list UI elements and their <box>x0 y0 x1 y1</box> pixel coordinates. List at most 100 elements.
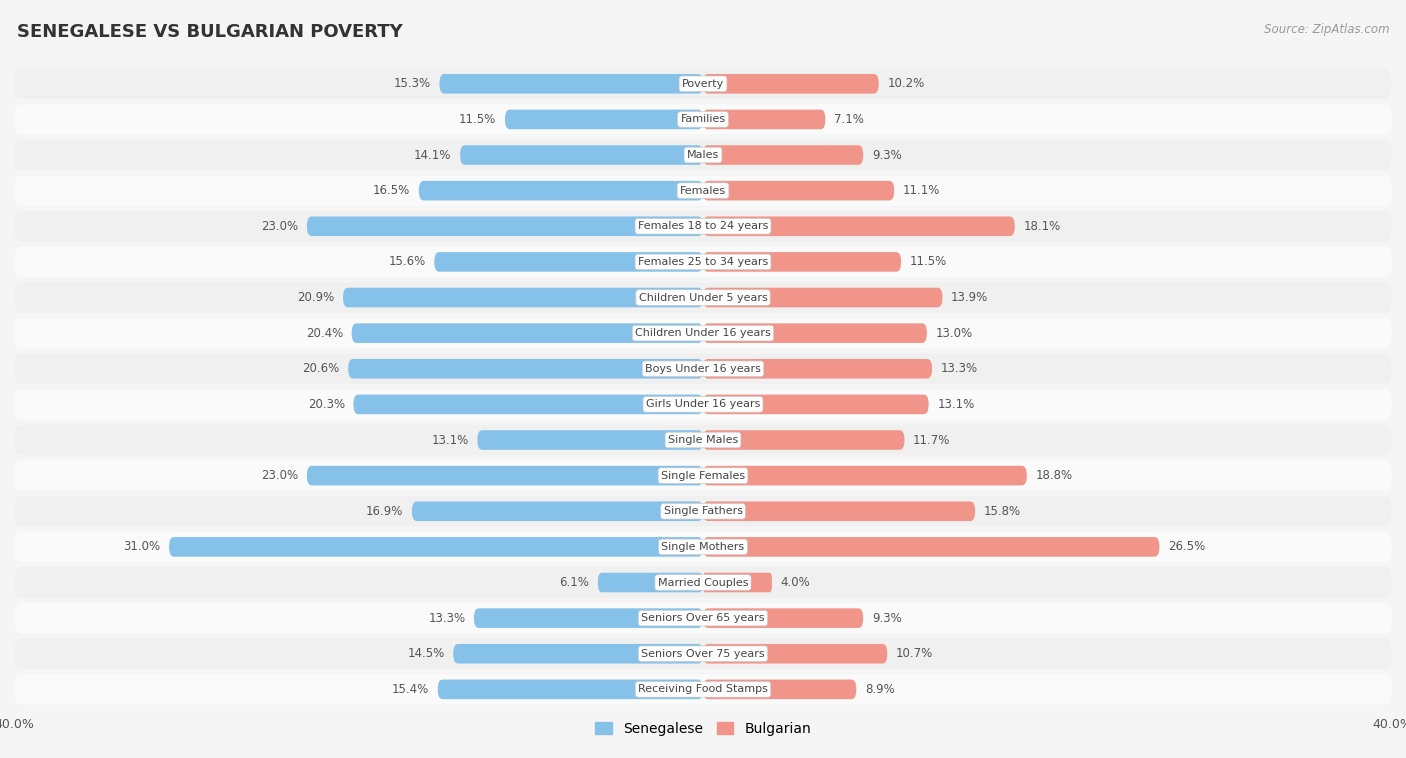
Text: 13.3%: 13.3% <box>429 612 465 625</box>
Text: Girls Under 16 years: Girls Under 16 years <box>645 399 761 409</box>
Text: Seniors Over 75 years: Seniors Over 75 years <box>641 649 765 659</box>
FancyBboxPatch shape <box>703 181 894 200</box>
Text: 10.2%: 10.2% <box>887 77 925 90</box>
Text: 8.9%: 8.9% <box>865 683 894 696</box>
FancyBboxPatch shape <box>14 354 1392 384</box>
FancyBboxPatch shape <box>14 247 1392 277</box>
FancyBboxPatch shape <box>703 74 879 93</box>
Text: Children Under 16 years: Children Under 16 years <box>636 328 770 338</box>
FancyBboxPatch shape <box>703 431 904 449</box>
Text: 23.0%: 23.0% <box>262 220 298 233</box>
FancyBboxPatch shape <box>703 573 772 592</box>
Text: 9.3%: 9.3% <box>872 149 901 161</box>
Text: Males: Males <box>688 150 718 160</box>
Text: 13.1%: 13.1% <box>938 398 974 411</box>
Text: Children Under 5 years: Children Under 5 years <box>638 293 768 302</box>
FancyBboxPatch shape <box>703 252 901 271</box>
Text: Single Mothers: Single Mothers <box>661 542 745 552</box>
Text: 13.3%: 13.3% <box>941 362 977 375</box>
Text: 10.7%: 10.7% <box>896 647 934 660</box>
FancyBboxPatch shape <box>434 252 703 271</box>
FancyBboxPatch shape <box>703 324 927 343</box>
Text: 11.5%: 11.5% <box>910 255 946 268</box>
FancyBboxPatch shape <box>14 390 1392 419</box>
FancyBboxPatch shape <box>703 110 825 129</box>
Text: 15.3%: 15.3% <box>394 77 430 90</box>
FancyBboxPatch shape <box>703 395 928 414</box>
Text: 11.7%: 11.7% <box>912 434 950 446</box>
Text: 13.1%: 13.1% <box>432 434 468 446</box>
Text: 11.1%: 11.1% <box>903 184 941 197</box>
Text: 20.3%: 20.3% <box>308 398 344 411</box>
FancyBboxPatch shape <box>14 425 1392 455</box>
Text: 15.8%: 15.8% <box>984 505 1021 518</box>
FancyBboxPatch shape <box>352 324 703 343</box>
Text: 13.0%: 13.0% <box>935 327 973 340</box>
FancyBboxPatch shape <box>307 466 703 485</box>
Text: 16.5%: 16.5% <box>373 184 411 197</box>
FancyBboxPatch shape <box>349 359 703 378</box>
FancyBboxPatch shape <box>703 288 942 307</box>
FancyBboxPatch shape <box>478 431 703 449</box>
Text: 18.8%: 18.8% <box>1035 469 1073 482</box>
Text: 23.0%: 23.0% <box>262 469 298 482</box>
Text: 20.6%: 20.6% <box>302 362 340 375</box>
FancyBboxPatch shape <box>703 680 856 699</box>
FancyBboxPatch shape <box>14 638 1392 669</box>
Text: Single Females: Single Females <box>661 471 745 481</box>
FancyBboxPatch shape <box>505 110 703 129</box>
Text: Poverty: Poverty <box>682 79 724 89</box>
Text: 11.5%: 11.5% <box>460 113 496 126</box>
Text: Single Males: Single Males <box>668 435 738 445</box>
Text: Receiving Food Stamps: Receiving Food Stamps <box>638 684 768 694</box>
FancyBboxPatch shape <box>437 680 703 699</box>
FancyBboxPatch shape <box>14 105 1392 135</box>
Text: Females 25 to 34 years: Females 25 to 34 years <box>638 257 768 267</box>
Text: Females 18 to 24 years: Females 18 to 24 years <box>638 221 768 231</box>
FancyBboxPatch shape <box>703 359 932 378</box>
Text: 18.1%: 18.1% <box>1024 220 1060 233</box>
Text: 9.3%: 9.3% <box>872 612 901 625</box>
Text: 15.6%: 15.6% <box>388 255 426 268</box>
Text: Seniors Over 65 years: Seniors Over 65 years <box>641 613 765 623</box>
FancyBboxPatch shape <box>703 146 863 164</box>
Text: Females: Females <box>681 186 725 196</box>
Text: 6.1%: 6.1% <box>560 576 589 589</box>
FancyBboxPatch shape <box>14 496 1392 526</box>
FancyBboxPatch shape <box>412 502 703 521</box>
FancyBboxPatch shape <box>307 217 703 236</box>
FancyBboxPatch shape <box>703 502 976 521</box>
FancyBboxPatch shape <box>14 211 1392 241</box>
FancyBboxPatch shape <box>343 288 703 307</box>
Text: Boys Under 16 years: Boys Under 16 years <box>645 364 761 374</box>
Text: Married Couples: Married Couples <box>658 578 748 587</box>
Text: 14.1%: 14.1% <box>415 149 451 161</box>
Text: 16.9%: 16.9% <box>366 505 404 518</box>
FancyBboxPatch shape <box>598 573 703 592</box>
FancyBboxPatch shape <box>14 283 1392 312</box>
Text: 20.4%: 20.4% <box>305 327 343 340</box>
Text: 13.9%: 13.9% <box>950 291 988 304</box>
Text: 15.4%: 15.4% <box>392 683 429 696</box>
Text: 31.0%: 31.0% <box>124 540 160 553</box>
FancyBboxPatch shape <box>703 466 1026 485</box>
Text: 20.9%: 20.9% <box>297 291 335 304</box>
Text: 26.5%: 26.5% <box>1168 540 1205 553</box>
Text: SENEGALESE VS BULGARIAN POVERTY: SENEGALESE VS BULGARIAN POVERTY <box>17 23 402 41</box>
FancyBboxPatch shape <box>169 537 703 556</box>
FancyBboxPatch shape <box>14 140 1392 171</box>
FancyBboxPatch shape <box>14 461 1392 490</box>
FancyBboxPatch shape <box>14 567 1392 597</box>
Text: Source: ZipAtlas.com: Source: ZipAtlas.com <box>1264 23 1389 36</box>
Text: Families: Families <box>681 114 725 124</box>
Text: 7.1%: 7.1% <box>834 113 863 126</box>
FancyBboxPatch shape <box>440 74 703 93</box>
FancyBboxPatch shape <box>14 69 1392 99</box>
FancyBboxPatch shape <box>14 318 1392 348</box>
Text: 4.0%: 4.0% <box>780 576 810 589</box>
Text: 14.5%: 14.5% <box>408 647 444 660</box>
Text: Single Fathers: Single Fathers <box>664 506 742 516</box>
FancyBboxPatch shape <box>703 644 887 663</box>
Legend: Senegalese, Bulgarian: Senegalese, Bulgarian <box>589 716 817 741</box>
FancyBboxPatch shape <box>703 217 1015 236</box>
